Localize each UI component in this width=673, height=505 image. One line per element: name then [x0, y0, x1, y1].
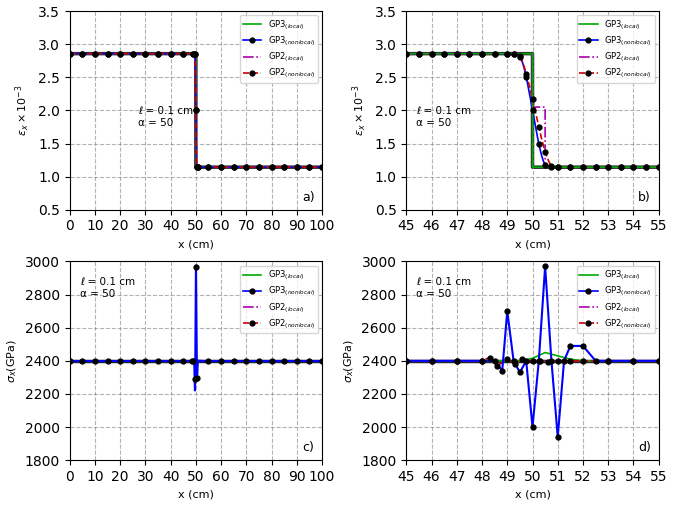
- Text: ℓ = 0.1 cm
α = 50: ℓ = 0.1 cm α = 50: [80, 277, 135, 299]
- Text: b): b): [639, 191, 651, 204]
- Text: ℓ = 0.1 cm
α = 50: ℓ = 0.1 cm α = 50: [417, 107, 472, 128]
- Legend: GP3$_{(local)}$, GP3$_{(nonlocal)}$, GP2$_{(local)}$, GP2$_{(nonlocal)}$: GP3$_{(local)}$, GP3$_{(nonlocal)}$, GP2…: [577, 15, 655, 83]
- Text: d): d): [638, 441, 651, 454]
- Y-axis label: $\sigma_x$(GPa): $\sigma_x$(GPa): [5, 339, 19, 383]
- Text: c): c): [303, 441, 314, 454]
- Y-axis label: $\varepsilon_x \times 10^{-3}$: $\varepsilon_x \times 10^{-3}$: [14, 85, 32, 136]
- Legend: GP3$_{(local)}$, GP3$_{(nonlocal)}$, GP2$_{(local)}$, GP2$_{(nonlocal)}$: GP3$_{(local)}$, GP3$_{(nonlocal)}$, GP2…: [577, 266, 655, 333]
- Text: ℓ = 0.1 cm
α = 50: ℓ = 0.1 cm α = 50: [417, 277, 472, 299]
- Y-axis label: $\varepsilon_x \times 10^{-3}$: $\varepsilon_x \times 10^{-3}$: [351, 85, 369, 136]
- X-axis label: x (cm): x (cm): [515, 239, 551, 249]
- Legend: GP3$_{(local)}$, GP3$_{(nonlocal)}$, GP2$_{(local)}$, GP2$_{(nonlocal)}$: GP3$_{(local)}$, GP3$_{(nonlocal)}$, GP2…: [240, 266, 318, 333]
- Text: ℓ = 0.1 cm
α = 50: ℓ = 0.1 cm α = 50: [138, 107, 193, 128]
- X-axis label: x (cm): x (cm): [515, 489, 551, 499]
- Y-axis label: $\sigma_x$(GPa): $\sigma_x$(GPa): [342, 339, 356, 383]
- X-axis label: x (cm): x (cm): [178, 489, 214, 499]
- Legend: GP3$_{(local)}$, GP3$_{(nonlocal)}$, GP2$_{(local)}$, GP2$_{(nonlocal)}$: GP3$_{(local)}$, GP3$_{(nonlocal)}$, GP2…: [240, 15, 318, 83]
- Text: a): a): [302, 191, 314, 204]
- X-axis label: x (cm): x (cm): [178, 239, 214, 249]
